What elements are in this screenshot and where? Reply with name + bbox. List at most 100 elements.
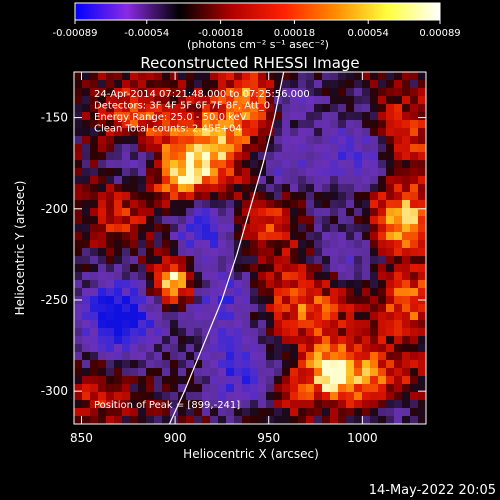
heatmap-cell	[402, 200, 410, 208]
heatmap-cell	[370, 336, 378, 344]
heatmap-cell	[330, 88, 338, 96]
heatmap-cell	[90, 232, 98, 240]
heatmap-cell	[394, 320, 402, 328]
heatmap-cell	[346, 128, 354, 136]
heatmap-cell	[322, 288, 330, 296]
heatmap-cell	[338, 160, 346, 168]
heatmap-cell	[130, 408, 138, 416]
heatmap-cell	[338, 384, 346, 392]
heatmap-cell	[170, 144, 178, 152]
heatmap-cell	[362, 296, 370, 304]
heatmap-cell	[386, 168, 394, 176]
heatmap-cell	[154, 168, 162, 176]
heatmap-cell	[218, 80, 226, 88]
heatmap-cell	[378, 304, 386, 312]
heatmap-cell	[346, 304, 354, 312]
heatmap-cell	[298, 200, 306, 208]
footer-date: 14-May-2022 20:05	[369, 483, 496, 498]
annotation-line: Detectors: 3F 4F 5F 6F 7F 8F, Att_0	[94, 101, 270, 112]
heatmap-cell	[170, 320, 178, 328]
heatmap-cell	[306, 200, 314, 208]
heatmap-cell	[322, 224, 330, 232]
heatmap-cell	[122, 384, 130, 392]
heatmap-cell	[290, 256, 298, 264]
heatmap-cell	[298, 152, 306, 160]
heatmap-cell	[298, 352, 306, 360]
heatmap-cell	[346, 312, 354, 320]
heatmap-cell	[290, 408, 298, 416]
heatmap-cell	[258, 264, 266, 272]
heatmap-cell	[362, 216, 370, 224]
heatmap-cell	[410, 152, 418, 160]
heatmap-cell	[218, 304, 226, 312]
heatmap-cell	[138, 400, 146, 408]
heatmap-cell	[210, 352, 218, 360]
heatmap-cell	[354, 152, 362, 160]
heatmap-cell	[338, 408, 346, 416]
heatmap-cell	[282, 208, 290, 216]
heatmap-cell	[82, 256, 90, 264]
heatmap-cell	[338, 208, 346, 216]
heatmap-cell	[194, 120, 202, 128]
heatmap-cell	[306, 232, 314, 240]
heatmap-cell	[186, 72, 194, 80]
heatmap-cell	[394, 192, 402, 200]
heatmap-cell	[266, 336, 274, 344]
heatmap-cell	[106, 128, 114, 136]
heatmap-cell	[354, 256, 362, 264]
heatmap-cell	[394, 208, 402, 216]
heatmap-cell	[322, 128, 330, 136]
heatmap-cell	[298, 296, 306, 304]
heatmap-cell	[282, 384, 290, 392]
heatmap-cell	[322, 360, 330, 368]
heatmap-cell	[122, 120, 130, 128]
heatmap-cell	[402, 224, 410, 232]
heatmap-cell	[266, 248, 274, 256]
heatmap-cell	[98, 328, 106, 336]
heatmap-cell	[370, 280, 378, 288]
heatmap-cell	[210, 136, 218, 144]
heatmap-cell	[122, 80, 130, 88]
heatmap-cell	[194, 176, 202, 184]
heatmap-cell	[306, 120, 314, 128]
heatmap-cell	[290, 120, 298, 128]
heatmap-cell	[418, 112, 426, 120]
heatmap-cell	[114, 160, 122, 168]
heatmap-cell	[290, 400, 298, 408]
heatmap-cell	[290, 168, 298, 176]
heatmap-cell	[330, 112, 338, 120]
heatmap-cell	[114, 376, 122, 384]
heatmap-cell	[314, 120, 322, 128]
heatmap-cell	[146, 328, 154, 336]
heatmap-cell	[346, 272, 354, 280]
heatmap-cell	[266, 168, 274, 176]
heatmap-cell	[90, 312, 98, 320]
heatmap-cell	[210, 144, 218, 152]
heatmap-cell	[338, 88, 346, 96]
heatmap-cell	[114, 416, 122, 424]
heatmap-cell	[202, 240, 210, 248]
heatmap-cell	[306, 128, 314, 136]
heatmap-cell	[226, 112, 234, 120]
heatmap-cell	[106, 152, 114, 160]
heatmap-cell	[250, 280, 258, 288]
heatmap-cell	[274, 312, 282, 320]
heatmap-cell	[354, 72, 362, 80]
heatmap-cell	[258, 104, 266, 112]
heatmap-cell	[266, 408, 274, 416]
heatmap-cell	[202, 104, 210, 112]
heatmap-cell	[106, 384, 114, 392]
annotation-line: Energy Range: 25.0 - 50.0 keV	[94, 112, 247, 123]
heatmap-cell	[274, 408, 282, 416]
heatmap-cell	[362, 392, 370, 400]
heatmap-cell	[274, 240, 282, 248]
heatmap-cell	[410, 280, 418, 288]
heatmap-cell	[282, 352, 290, 360]
heatmap-cell	[418, 104, 426, 112]
heatmap-cell	[178, 296, 186, 304]
heatmap-cell	[282, 408, 290, 416]
heatmap-cell	[202, 328, 210, 336]
heatmap-cell	[210, 88, 218, 96]
heatmap-cell	[90, 160, 98, 168]
heatmap-cell	[226, 328, 234, 336]
